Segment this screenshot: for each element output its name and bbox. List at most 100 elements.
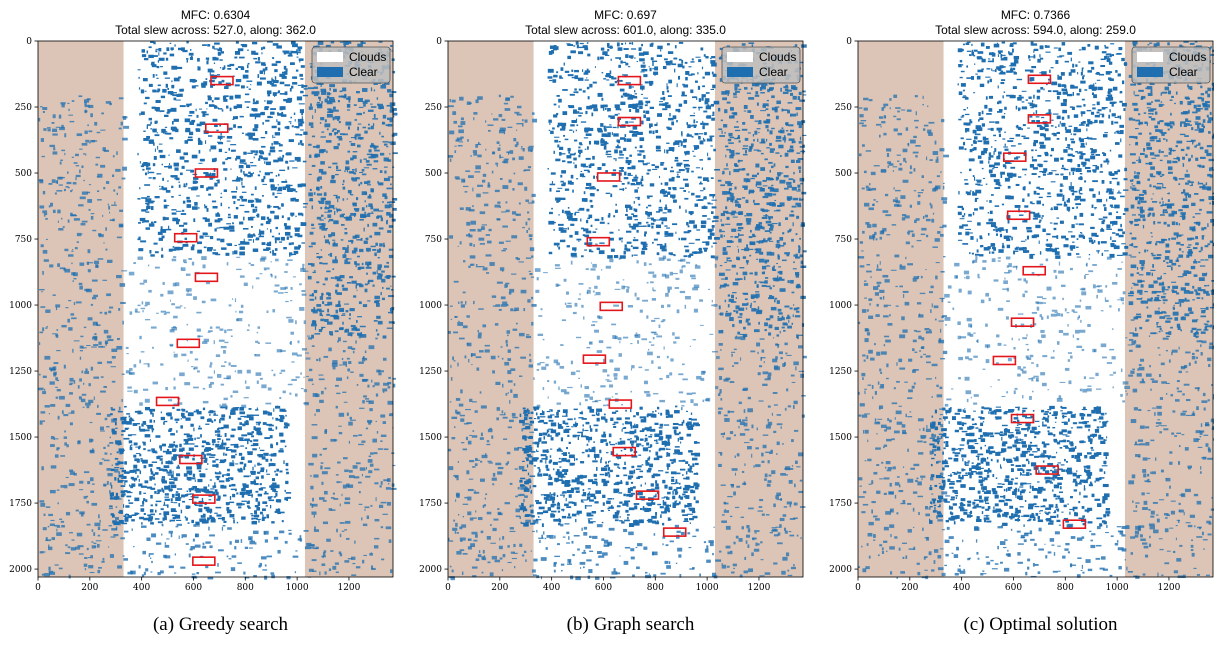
clear-pixel <box>219 480 225 482</box>
clear-pixel <box>656 474 658 477</box>
clear-pixel <box>95 164 98 166</box>
clear-pixel <box>372 249 376 251</box>
clear-pixel <box>54 437 56 440</box>
clear-pixel <box>364 167 369 168</box>
clear-pixel <box>664 149 665 153</box>
clear-pixel <box>317 193 322 195</box>
clear-pixel <box>259 236 264 238</box>
clear-pixel <box>156 110 161 111</box>
clear-pixel <box>389 539 392 543</box>
clear-pixel <box>529 417 533 419</box>
clear-pixel <box>166 190 171 193</box>
clear-pixel <box>616 146 621 148</box>
clear-pixel <box>359 374 363 377</box>
clear-pixel <box>313 307 315 309</box>
clear-pixel <box>43 527 47 530</box>
clear-pixel <box>178 182 179 183</box>
clear-pixel <box>554 137 559 138</box>
clear-pixel <box>348 332 353 336</box>
clear-pixel <box>259 447 260 448</box>
clear-pixel <box>135 309 138 313</box>
clear-pixel <box>655 512 657 516</box>
clear-pixel <box>172 494 175 498</box>
clear-pixel <box>174 352 175 353</box>
clear-pixel <box>259 150 263 153</box>
clear-pixel <box>243 228 249 230</box>
clear-pixel <box>576 491 580 493</box>
clear-pixel <box>669 178 675 181</box>
clear-pixel <box>85 403 91 406</box>
clear-pixel <box>312 498 314 502</box>
clear-pixel <box>154 243 158 245</box>
clear-pixel <box>379 243 383 246</box>
clear-pixel <box>668 80 672 84</box>
clear-pixel <box>93 377 99 379</box>
clear-pixel <box>148 265 149 267</box>
clear-pixel <box>96 265 98 268</box>
clear-pixel <box>282 72 287 74</box>
clear-pixel <box>231 150 236 152</box>
clear-pixel <box>190 546 195 549</box>
clear-pixel <box>109 525 112 526</box>
clear-pixel <box>665 105 671 109</box>
clear-pixel <box>171 502 173 503</box>
clear-pixel <box>143 518 148 521</box>
clear-pixel <box>644 416 646 419</box>
clear-pixel <box>303 132 307 135</box>
clear-pixel <box>374 301 376 303</box>
clear-pixel <box>586 505 592 506</box>
clear-pixel <box>189 448 194 451</box>
clear-pixel <box>230 435 234 438</box>
clear-pixel <box>566 426 569 427</box>
clear-pixel <box>329 508 333 511</box>
clear-pixel <box>329 331 333 335</box>
clear-pixel <box>268 412 272 415</box>
clear-pixel <box>641 65 646 68</box>
clear-pixel <box>644 234 646 237</box>
clear-pixel <box>651 218 654 221</box>
clear-pixel <box>613 489 619 493</box>
clear-pixel <box>265 539 268 542</box>
clear-pixel <box>592 511 596 514</box>
clear-pixel <box>151 206 153 210</box>
clear-pixel <box>602 495 605 498</box>
clear-pixel <box>383 358 387 361</box>
clear-pixel <box>186 58 188 60</box>
clear-pixel <box>690 489 693 492</box>
clear-pixel <box>317 187 320 191</box>
clear-pixel <box>149 409 155 412</box>
clear-pixel <box>282 215 284 218</box>
clear-pixel <box>615 210 618 213</box>
clear-pixel <box>269 500 275 502</box>
clear-pixel <box>200 185 204 188</box>
clear-pixel <box>96 157 100 158</box>
clear-pixel <box>374 232 380 235</box>
clear-pixel <box>387 105 392 107</box>
clear-pixel <box>203 81 207 83</box>
clear-pixel <box>152 430 153 432</box>
clear-pixel <box>199 504 203 506</box>
clear-pixel <box>328 210 332 213</box>
clear-pixel <box>698 176 702 178</box>
clear-pixel <box>558 214 559 215</box>
clear-pixel <box>358 444 364 445</box>
clear-pixel <box>621 521 624 523</box>
clear-pixel <box>154 221 156 223</box>
clear-pixel <box>262 514 263 516</box>
clear-pixel <box>586 437 592 440</box>
clear-pixel <box>150 571 152 572</box>
clear-pixel <box>304 389 307 392</box>
clear-pixel <box>145 211 149 212</box>
clear-pixel <box>256 209 257 212</box>
clear-pixel <box>102 346 106 347</box>
clear-pixel <box>221 193 222 195</box>
clear-pixel <box>342 313 345 314</box>
clear-pixel <box>336 406 338 409</box>
clear-pixel <box>237 177 241 180</box>
clear-pixel <box>645 81 649 83</box>
clear-pixel <box>588 96 590 99</box>
clear-pixel <box>274 215 279 219</box>
clear-pixel <box>643 115 646 119</box>
clear-pixel <box>325 239 329 243</box>
clear-pixel <box>589 84 592 88</box>
